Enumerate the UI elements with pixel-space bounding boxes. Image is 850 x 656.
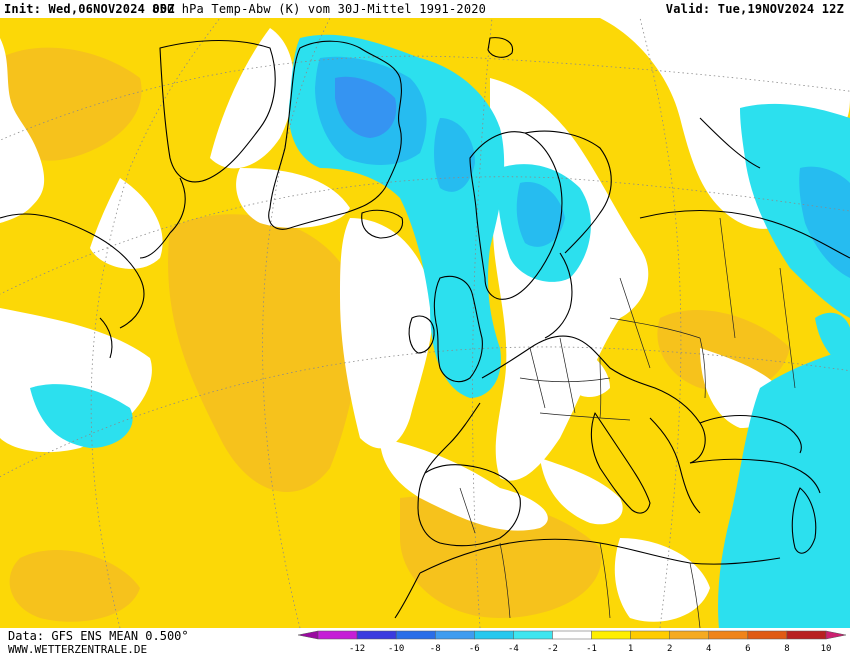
map-header: Init: Wed,06NOV2024 00Z 850 hPa Temp-Abw… [0, 0, 850, 18]
legend-swatch [513, 630, 553, 640]
legend-swatches [297, 630, 847, 640]
warm-anomaly-areas [0, 47, 790, 622]
legend-swatch [708, 630, 749, 640]
legend-tick-label: 10 [821, 644, 832, 654]
greenland-coast [268, 40, 402, 230]
legend-swatch [474, 630, 514, 640]
iberia-coast [417, 464, 521, 547]
legend-swatch [630, 630, 670, 640]
legend-arrow-high [825, 630, 847, 640]
ireland-coast [408, 315, 435, 354]
legend-swatch [786, 630, 827, 640]
legend-tick-label: 8 [784, 644, 789, 654]
legend-tick-label: -1 [586, 644, 597, 654]
legend-tick-label: -8 [430, 644, 441, 654]
anomaly-map [0, 18, 850, 628]
legend-swatch [356, 630, 397, 640]
legend-arrow-low [297, 630, 319, 640]
legend-swatch [669, 630, 710, 640]
color-legend: -12-10-8-6-4-2-1124681012 [297, 630, 847, 654]
legend-tick-label: -2 [547, 644, 558, 654]
legend-swatch [747, 630, 788, 640]
country-borders [459, 217, 796, 628]
legend-tick-label: 2 [667, 644, 672, 654]
data-source-label: Data: GFS ENS MEAN 0.500° [8, 629, 189, 643]
legend-swatch [552, 630, 592, 640]
init-time-label: Init: Wed,06NOV2024 00Z [4, 2, 175, 16]
map-footer: Data: GFS ENS MEAN 0.500° WWW.WETTERZENT… [0, 628, 850, 656]
british-isles-coast [433, 275, 483, 383]
graticule [0, 18, 850, 628]
legend-tick-label: -10 [388, 644, 404, 654]
legend-tick-label: 6 [745, 644, 750, 654]
italy-coast [590, 412, 651, 514]
website-label: WWW.WETTERZENTRALE.DE [8, 643, 148, 656]
legend-swatch [317, 630, 358, 640]
legend-tick-label: -6 [469, 644, 480, 654]
legend-tick-label: 1 [628, 644, 633, 654]
legend-tick-label: -4 [508, 644, 519, 654]
legend-swatch [591, 630, 631, 640]
legend-tick-label: -12 [349, 644, 365, 654]
legend-tick-label: 4 [706, 644, 711, 654]
canada-arctic-coast [159, 40, 276, 183]
scandinavia-coast [469, 131, 563, 300]
valid-time-label: Valid: Tue,19NOV2024 12Z [665, 2, 844, 16]
caspian-coast [791, 487, 817, 554]
legend-swatch [395, 630, 436, 640]
map-title: 850 hPa Temp-Abw (K) vom 30J-Mittel 1991… [152, 2, 487, 16]
iceland-coast [361, 209, 404, 239]
legend-swatch [434, 630, 475, 640]
coastlines [0, 37, 850, 619]
strongest-cold-anomaly [335, 76, 397, 138]
legend-tick-labels: -12-10-8-6-4-2-1124681012 [349, 644, 832, 654]
